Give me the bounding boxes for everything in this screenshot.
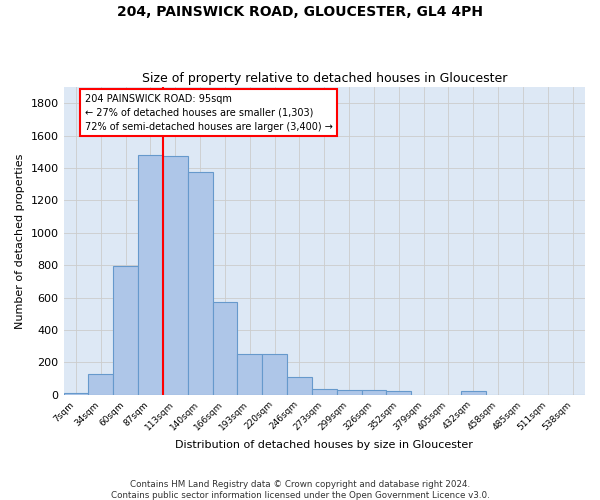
Text: Contains HM Land Registry data © Crown copyright and database right 2024.
Contai: Contains HM Land Registry data © Crown c… [110,480,490,500]
Bar [238,354,262,395]
X-axis label: Distribution of detached houses by size in Gloucester: Distribution of detached houses by size … [175,440,473,450]
Bar [386,392,411,394]
Bar [337,390,362,394]
Title: Size of property relative to detached houses in Gloucester: Size of property relative to detached ho… [142,72,507,85]
Bar [64,393,88,394]
Text: 204, PAINSWICK ROAD, GLOUCESTER, GL4 4PH: 204, PAINSWICK ROAD, GLOUCESTER, GL4 4PH [117,5,483,19]
Y-axis label: Number of detached properties: Number of detached properties [15,153,25,328]
Bar [138,155,163,394]
Bar [188,172,212,394]
Bar [287,377,312,394]
Text: 204 PAINSWICK ROAD: 95sqm
← 27% of detached houses are smaller (1,303)
72% of se: 204 PAINSWICK ROAD: 95sqm ← 27% of detac… [85,94,332,132]
Bar [212,302,238,394]
Bar [262,354,287,395]
Bar [88,374,113,394]
Bar [163,156,188,394]
Bar [461,392,485,394]
Bar [113,266,138,394]
Bar [362,390,386,394]
Bar [312,389,337,394]
